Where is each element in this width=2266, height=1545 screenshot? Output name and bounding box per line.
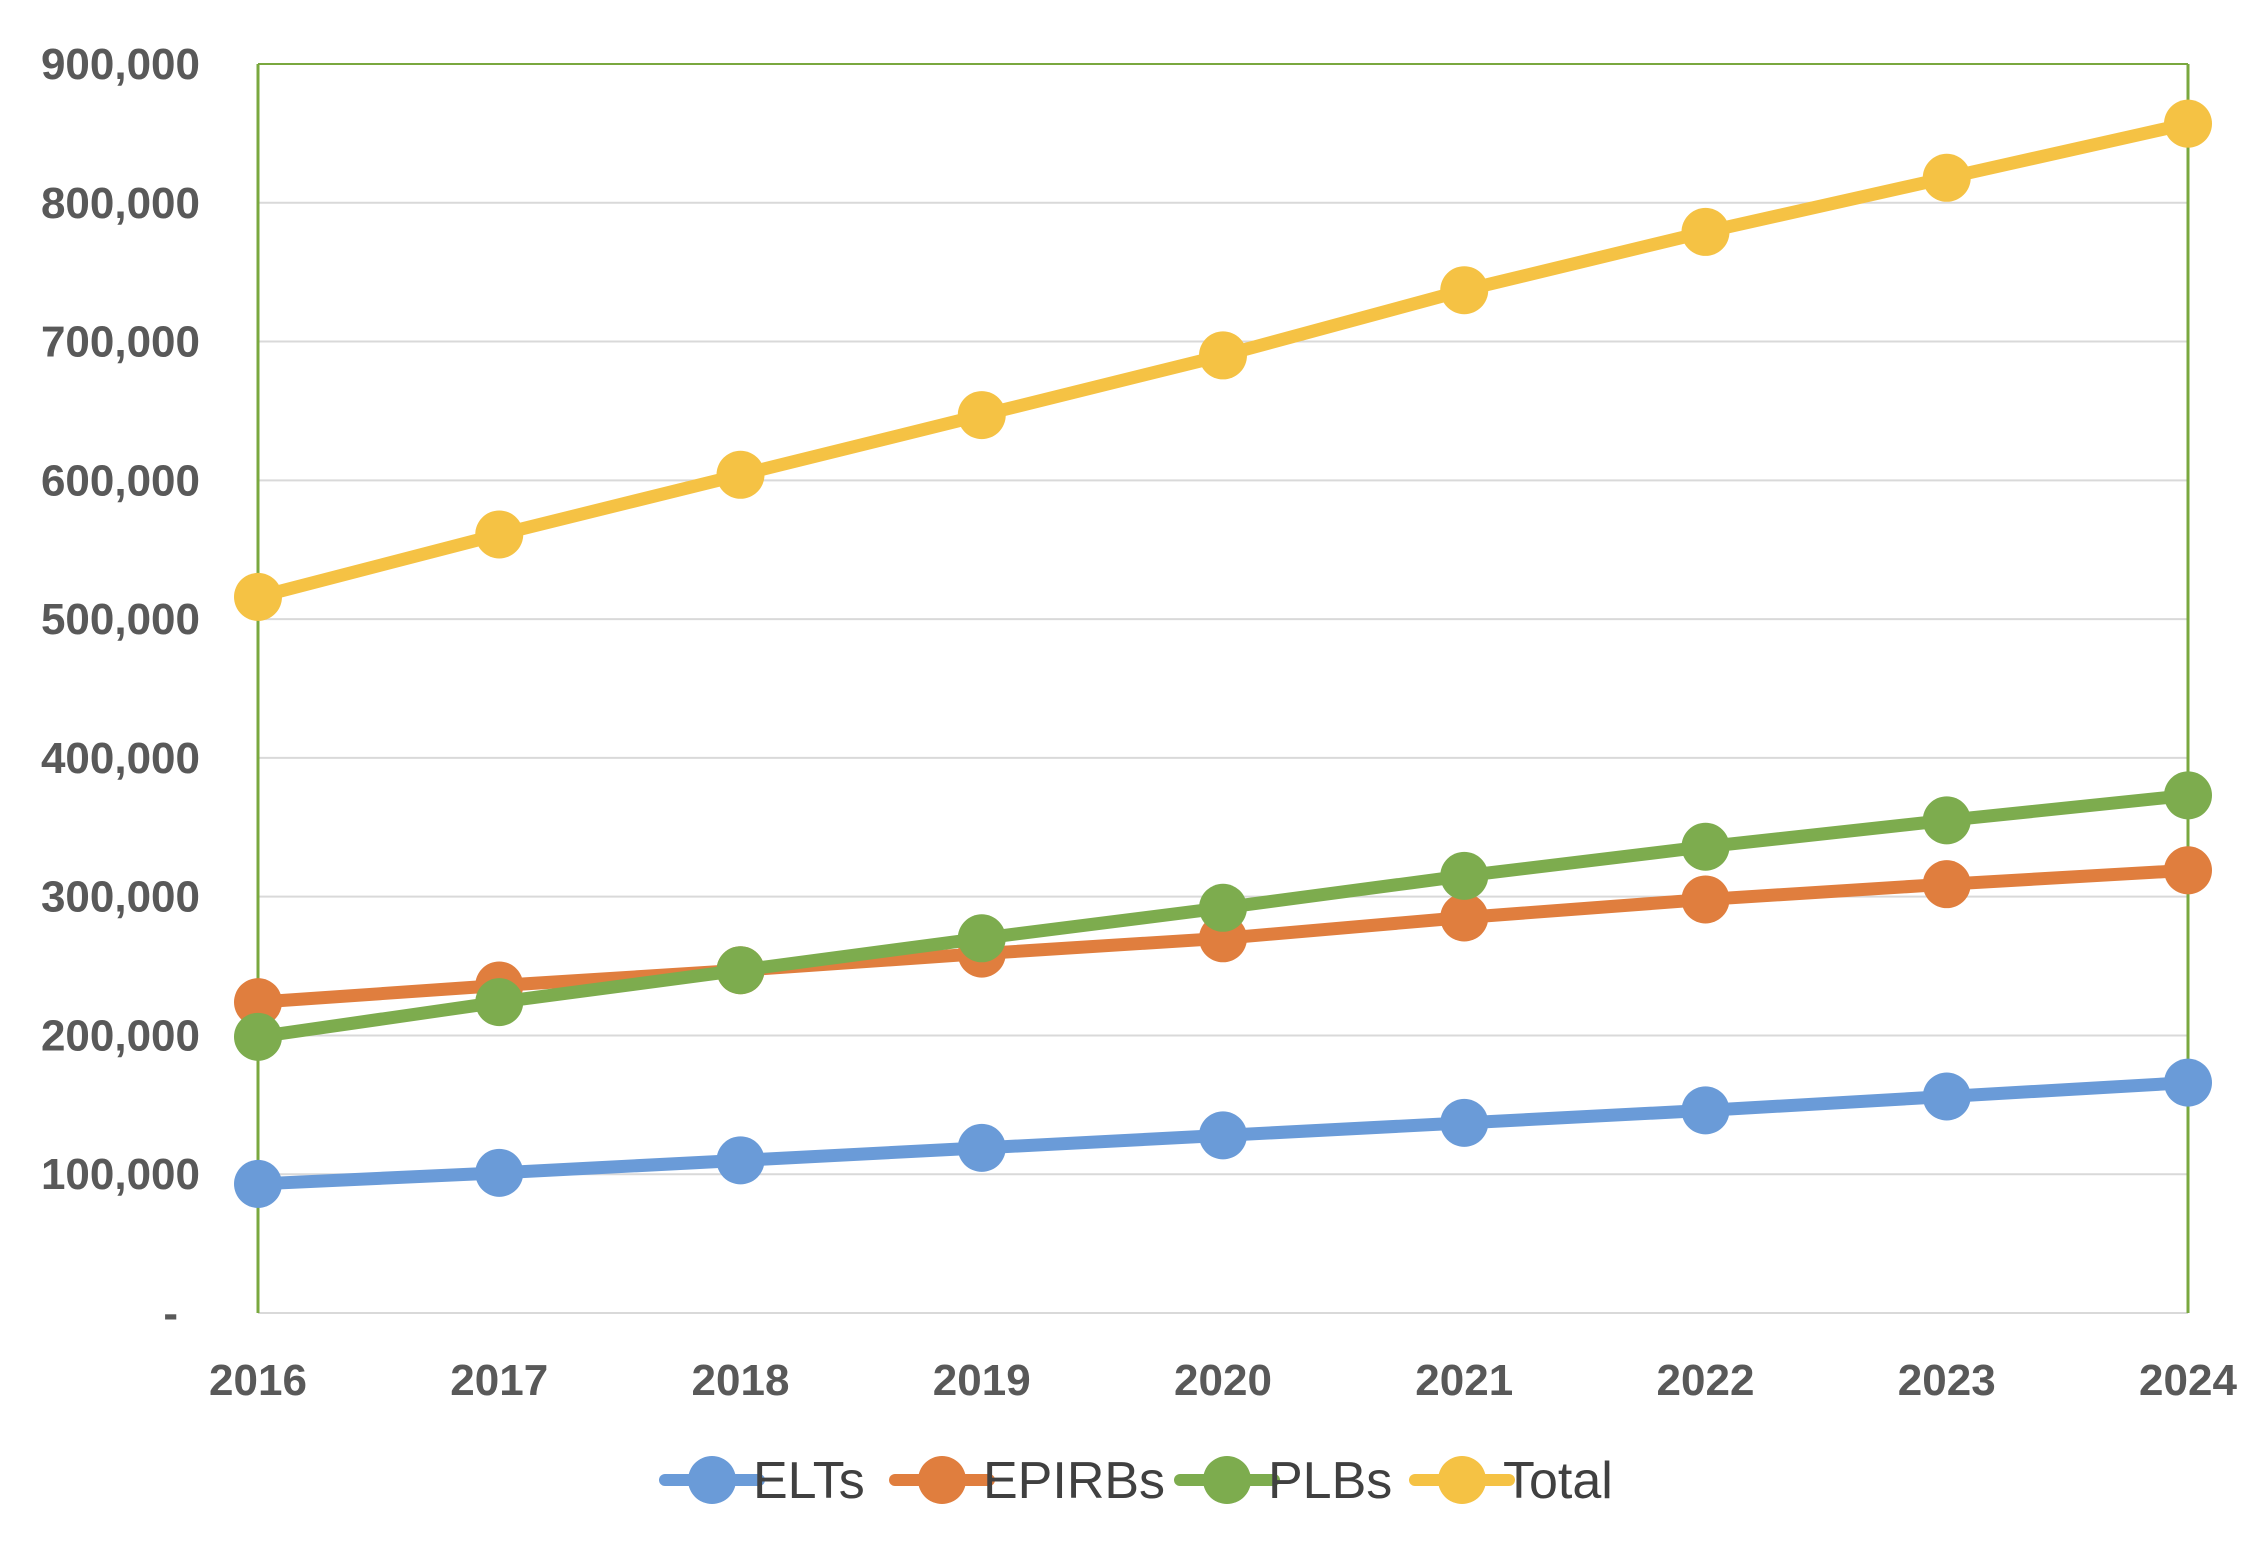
x-tick-label: 2022 (1657, 1356, 1755, 1405)
legend-swatch-marker (1203, 1456, 1251, 1504)
data-point (1440, 893, 1489, 942)
y-tick-label: 300,000 (41, 873, 200, 922)
data-point (1922, 860, 1971, 909)
data-point (1922, 796, 1971, 845)
data-point (716, 1136, 765, 1185)
data-point (2164, 1058, 2212, 1107)
data-point (716, 450, 765, 499)
series-epirbs (234, 846, 2212, 1027)
data-point (957, 914, 1006, 963)
x-axis-tick-labels: 2016 2017 2018 2019 2020 2021 2022 2023 2024 (209, 1356, 2237, 1405)
data-point (716, 946, 765, 995)
x-tick-label: 2017 (450, 1356, 548, 1405)
legend-swatch-marker (1438, 1456, 1486, 1504)
data-point (1199, 1111, 1247, 1160)
y-tick-label: 200,000 (41, 1011, 200, 1060)
y-tick-label: 900,000 (41, 40, 200, 89)
data-point (1681, 1086, 1730, 1135)
x-tick-label: 2023 (1898, 1356, 1996, 1405)
y-tick-label: 400,000 (41, 734, 200, 783)
data-point (1199, 883, 1247, 932)
data-point (475, 978, 524, 1027)
data-point (1199, 331, 1247, 380)
data-point (234, 978, 282, 1027)
x-tick-label: 2024 (2139, 1356, 2237, 1405)
y-tick-label: 700,000 (41, 318, 200, 367)
legend-label: Total (1503, 1452, 1613, 1510)
legend-label: EPIRBs (983, 1452, 1165, 1510)
y-axis-tick-labels: - 100,000 200,000 300,000 400,000 500,000 600,… (41, 40, 200, 1338)
series-lines (234, 99, 2212, 1208)
legend-item-elts: ELTs (659, 1452, 865, 1510)
data-point (957, 1123, 1006, 1172)
legend-label: PLBs (1268, 1452, 1392, 1510)
data-point (1681, 822, 1730, 871)
x-tick-label: 2019 (933, 1356, 1031, 1405)
legend: ELTs EPIRBs PLBs Total (659, 1452, 1613, 1510)
data-point (2164, 846, 2212, 895)
legend-item-epirbs: EPIRBs (889, 1452, 1165, 1510)
x-tick-label: 2020 (1174, 1356, 1272, 1405)
data-point (957, 391, 1006, 440)
legend-swatch-marker (918, 1456, 966, 1504)
data-point (234, 1012, 282, 1061)
data-point (475, 1148, 524, 1197)
y-tick-label: - (163, 1289, 178, 1338)
series-elts (234, 1058, 2212, 1208)
data-point (1922, 1072, 1971, 1121)
y-tick-label: 500,000 (41, 595, 200, 644)
y-tick-label: 800,000 (41, 179, 200, 228)
data-point (234, 572, 282, 621)
series-plbs (234, 771, 2212, 1061)
data-point (1440, 266, 1489, 315)
x-tick-label: 2016 (209, 1356, 307, 1405)
legend-label: ELTs (753, 1452, 865, 1510)
x-tick-label: 2021 (1415, 1356, 1513, 1405)
y-tick-label: 600,000 (41, 456, 200, 505)
legend-item-plbs: PLBs (1174, 1452, 1392, 1510)
data-point (475, 510, 524, 559)
y-tick-label: 100,000 (41, 1150, 200, 1199)
legend-swatch-marker (688, 1456, 736, 1504)
data-point (234, 1159, 282, 1208)
data-point (1681, 875, 1730, 924)
x-tick-label: 2018 (692, 1356, 790, 1405)
series-total (234, 99, 2212, 621)
data-point (2164, 99, 2212, 148)
legend-item-total: Total (1409, 1452, 1613, 1510)
data-point (1681, 207, 1730, 256)
data-point (1922, 153, 1971, 202)
data-point (1440, 1098, 1489, 1147)
data-point (1440, 851, 1489, 900)
data-point (2164, 771, 2212, 820)
